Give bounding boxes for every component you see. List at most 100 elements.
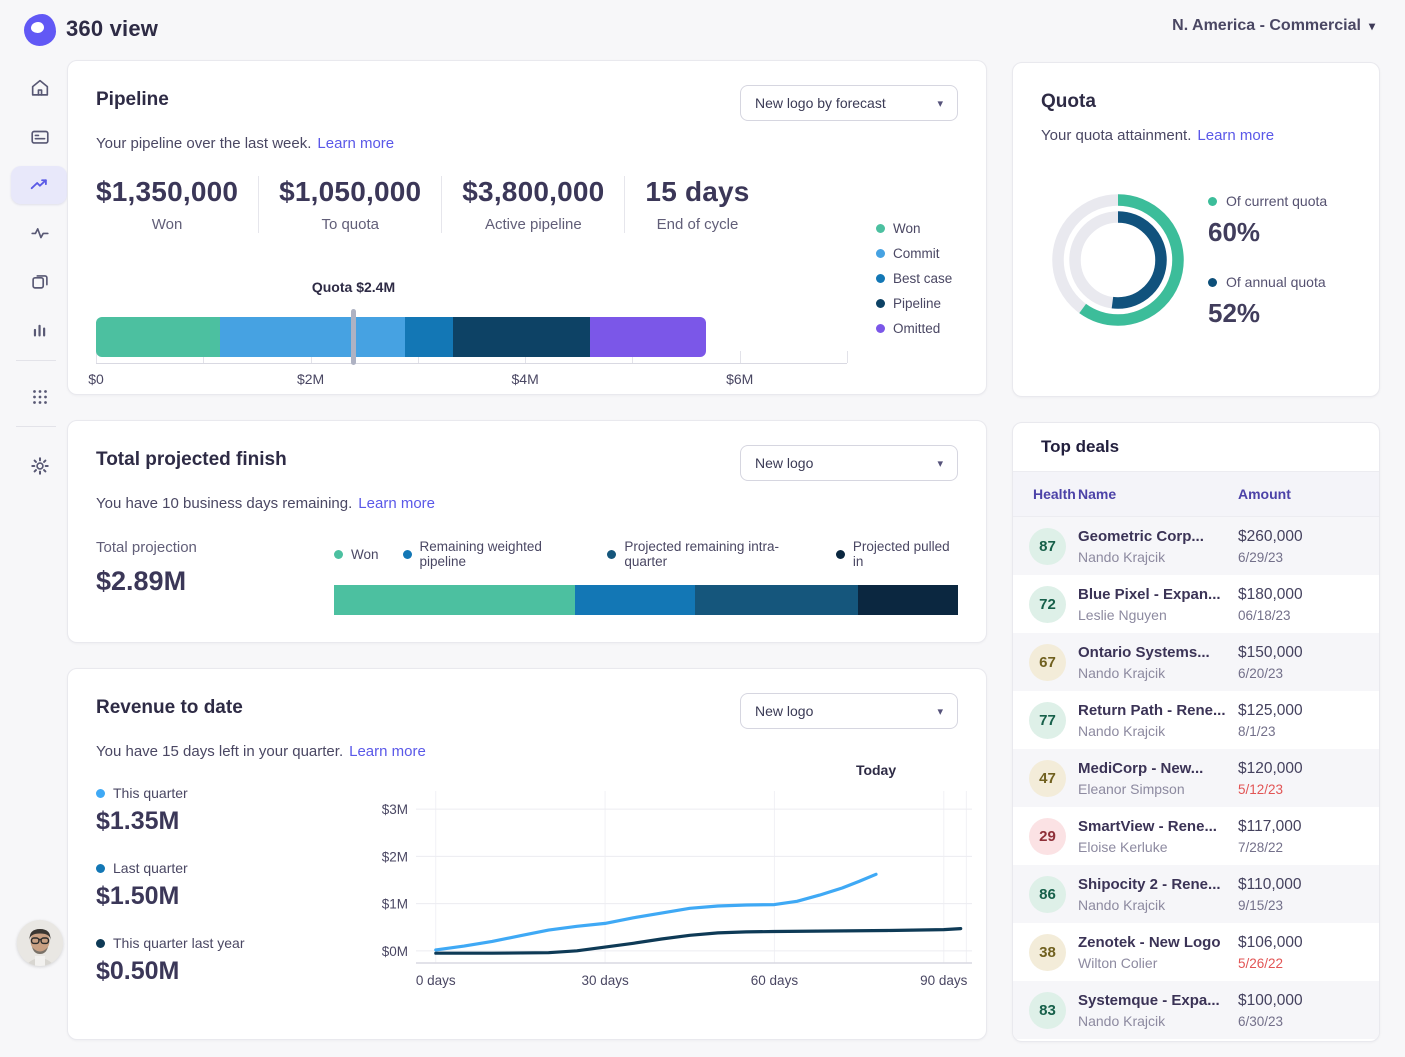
health-score-badge: 77 xyxy=(1029,702,1066,739)
tpf-learn-more-link[interactable]: Learn more xyxy=(358,495,435,512)
axis-tick-label: $2M xyxy=(297,371,324,387)
tpf-dropdown[interactable]: New logo ▾ xyxy=(740,445,958,481)
sidebar-item-pages[interactable] xyxy=(18,265,62,297)
home-icon xyxy=(29,77,51,99)
chevron-down-icon: ▾ xyxy=(937,705,943,718)
bar-chart-icon xyxy=(29,318,51,340)
chevron-down-icon: ▾ xyxy=(937,457,943,470)
tpf-legend: WonRemaining weighted pipelineProjected … xyxy=(334,539,958,569)
deal-close-date: 9/15/23 xyxy=(1238,898,1379,913)
pipeline-bar-segment-omitted xyxy=(590,317,707,357)
sidebar-item-trending[interactable] xyxy=(11,166,67,204)
table-row[interactable]: 29 SmartView - Rene... Eloise Kerluke $1… xyxy=(1013,807,1379,865)
table-row[interactable]: 83 Systemque - Expa... Nando Krajcik $10… xyxy=(1013,981,1379,1039)
pipeline-learn-more-link[interactable]: Learn more xyxy=(317,135,394,152)
deal-amount: $117,000 xyxy=(1238,818,1379,836)
deal-close-date: 06/18/23 xyxy=(1238,608,1379,623)
org-selector[interactable]: N. America - Commercial ▾ xyxy=(1172,17,1375,35)
svg-text:30 days: 30 days xyxy=(581,973,629,988)
table-row[interactable]: 38 Zenotek - New Logo Wilton Colier $106… xyxy=(1013,923,1379,981)
user-avatar[interactable] xyxy=(17,920,63,966)
health-score-badge: 29 xyxy=(1029,818,1066,855)
legend-dot xyxy=(1208,197,1217,206)
sidebar-item-settings[interactable] xyxy=(18,450,62,482)
legend-dot xyxy=(96,939,105,948)
today-label: Today xyxy=(856,762,896,778)
deal-owner: Eloise Kerluke xyxy=(1078,839,1238,855)
deal-close-date: 6/20/23 xyxy=(1238,666,1379,681)
top-bar: 360 view N. America - Commercial ▾ xyxy=(0,0,1405,60)
deal-amount: $110,000 xyxy=(1238,876,1379,894)
stat-current-quota: Of current quota 60% xyxy=(1208,193,1327,248)
health-score-badge: 87 xyxy=(1029,528,1066,565)
svg-text:$2M: $2M xyxy=(382,849,408,864)
stat-annual-quota: Of annual quota 52% xyxy=(1208,274,1327,329)
deal-name: Blue Pixel - Expan... xyxy=(1078,586,1238,603)
revenue-dropdown[interactable]: New logo ▾ xyxy=(740,693,958,729)
revenue-learn-more-link[interactable]: Learn more xyxy=(349,743,426,760)
sidebar-item-reports[interactable] xyxy=(18,313,62,345)
sidebar-item-feed[interactable] xyxy=(18,121,62,153)
deal-owner: Wilton Colier xyxy=(1078,955,1238,971)
deal-amount: $100,000 xyxy=(1238,992,1379,1010)
deal-name: Return Path - Rene... xyxy=(1078,702,1238,719)
legend-item: Won xyxy=(334,539,379,569)
deal-amount: $120,000 xyxy=(1238,760,1379,778)
deal-name: Ontario Systems... xyxy=(1078,644,1238,661)
pipeline-card: Pipeline New logo by forecast ▾ Your pip… xyxy=(67,60,987,395)
line-series xyxy=(436,929,961,954)
table-row[interactable]: 47 MediCorp - New... Eleanor Simpson $12… xyxy=(1013,749,1379,807)
pipeline-forecast-dropdown[interactable]: New logo by forecast ▾ xyxy=(740,85,958,121)
sidebar-item-home[interactable] xyxy=(18,72,62,104)
activity-pulse-icon xyxy=(29,222,51,244)
quota-learn-more-link[interactable]: Learn more xyxy=(1197,127,1274,144)
sidebar-item-activity[interactable] xyxy=(18,217,62,249)
quota-title: Quota xyxy=(1041,87,1096,113)
pipeline-stats-row: $1,350,000 Won $1,050,000 To quota $3,80… xyxy=(96,176,958,233)
app-logo-icon xyxy=(24,14,56,46)
table-row[interactable]: 67 Ontario Systems... Nando Krajcik $150… xyxy=(1013,633,1379,691)
deal-amount: $106,000 xyxy=(1238,934,1379,952)
deal-amount: $125,000 xyxy=(1238,702,1379,720)
sidebar-item-apps[interactable] xyxy=(18,381,62,413)
stat-end-of-cycle: 15 days End of cycle xyxy=(625,176,769,233)
chevron-down-icon: ▾ xyxy=(937,97,943,110)
avatar-photo-icon xyxy=(17,920,63,966)
deal-close-date: 5/12/23 xyxy=(1238,782,1379,797)
dropdown-value: New logo xyxy=(755,703,813,719)
svg-text:90 days: 90 days xyxy=(920,973,968,988)
deal-owner: Leslie Nguyen xyxy=(1078,607,1238,623)
deal-amount: $180,000 xyxy=(1238,586,1379,604)
table-row[interactable]: 72 Blue Pixel - Expan... Leslie Nguyen $… xyxy=(1013,575,1379,633)
axis-tick-label: $4M xyxy=(512,371,539,387)
svg-text:$0M: $0M xyxy=(382,944,408,959)
revenue-title: Revenue to date xyxy=(96,693,243,719)
deal-name: Systemque - Expa... xyxy=(1078,992,1238,1009)
deal-owner: Nando Krajcik xyxy=(1078,1013,1238,1029)
projection-bar-segment xyxy=(575,585,695,615)
quota-target-label: Quota $2.4M xyxy=(312,279,395,295)
quota-subtitle: Your quota attainment.Learn more xyxy=(1041,127,1351,144)
legend-dot xyxy=(876,299,885,308)
pipeline-legend: WonCommitBest casePipelineOmitted xyxy=(876,221,952,346)
deal-owner: Nando Krajcik xyxy=(1078,549,1238,565)
pipeline-bar-segment-best-case xyxy=(405,317,453,357)
total-projection-stat: Total projection $2.89M xyxy=(96,539,197,597)
health-score-badge: 67 xyxy=(1029,644,1066,681)
revenue-line-chart: $0M$1M$2M$3M0 days30 days60 days90 daysT… xyxy=(368,761,980,1008)
table-row[interactable]: 87 Geometric Corp... Nando Krajcik $260,… xyxy=(1013,517,1379,575)
projection-bar-segment xyxy=(695,585,858,615)
pipeline-stacked-bar-chart: $0$2M$4M$6MQuota $2.4M xyxy=(96,293,847,388)
top-deals-title: Top deals xyxy=(1013,423,1379,472)
legend-dot xyxy=(1208,278,1217,287)
dropdown-value: New logo xyxy=(755,455,813,471)
deal-close-date: 5/26/22 xyxy=(1238,956,1379,971)
stat-this-quarter: This quarter $1.35M xyxy=(96,785,245,836)
pipeline-bar-segment-pipeline xyxy=(453,317,589,357)
table-row[interactable]: 77 Return Path - Rene... Nando Krajcik $… xyxy=(1013,691,1379,749)
pipeline-x-axis xyxy=(96,363,847,364)
chevron-down-icon: ▾ xyxy=(1369,19,1375,33)
top-deals-card: Top deals Health Name Amount 87 Geometri… xyxy=(1012,422,1380,1042)
table-row[interactable]: 86 Shipocity 2 - Rene... Nando Krajcik $… xyxy=(1013,865,1379,923)
legend-dot xyxy=(96,864,105,873)
